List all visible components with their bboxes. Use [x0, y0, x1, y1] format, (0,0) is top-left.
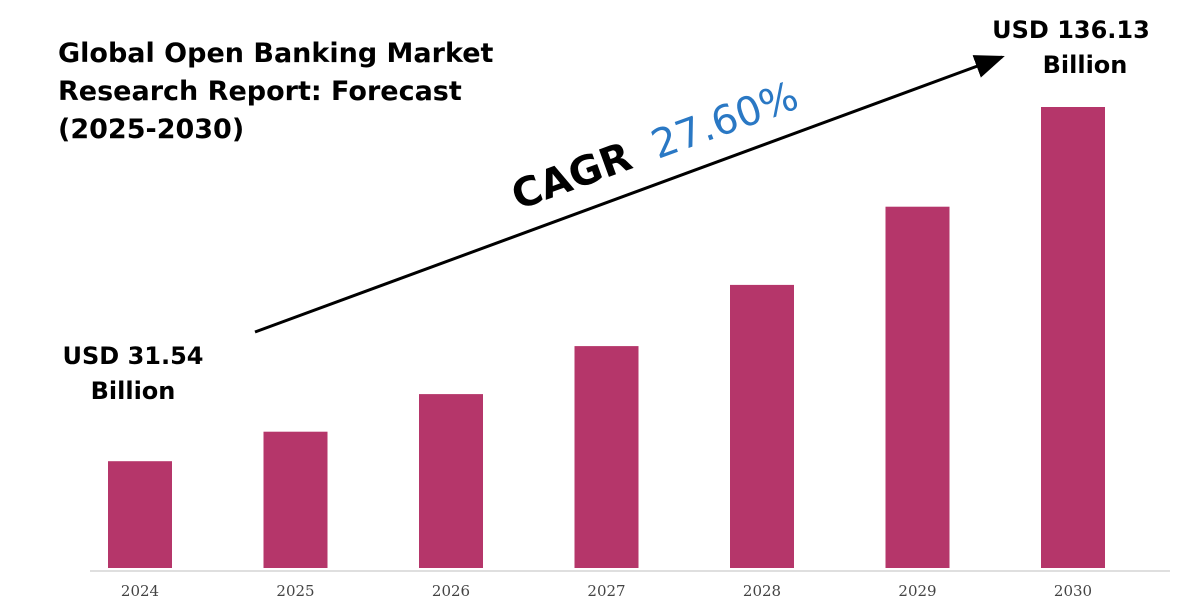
- first-value-label: USD 31.54 Billion: [63, 342, 204, 405]
- chart-title-line-2: Research Report: Forecast: [58, 76, 462, 107]
- last-value-label: USD 136.13 Billion: [992, 16, 1150, 79]
- first-value-label-line-2: Billion: [91, 377, 176, 405]
- x-tick-labels: 2024 2025 2026 2027 2028 2029 2030: [121, 582, 1092, 600]
- x-tick-2027: 2027: [587, 582, 625, 600]
- x-tick-2026: 2026: [432, 582, 470, 600]
- first-value-label-line-1: USD 31.54: [63, 342, 204, 370]
- bar-2030: [1041, 107, 1105, 568]
- x-tick-2024: 2024: [121, 582, 159, 600]
- x-tick-2025: 2025: [276, 582, 314, 600]
- chart-title-line-1: Global Open Banking Market: [58, 38, 494, 69]
- last-value-label-line-1: USD 136.13: [992, 16, 1150, 44]
- chart-title-line-3: (2025-2030): [58, 114, 244, 145]
- cagr-value: 27.60%: [645, 73, 804, 168]
- last-value-label-line-2: Billion: [1043, 51, 1128, 79]
- x-tick-2028: 2028: [743, 582, 781, 600]
- bar-2026: [419, 394, 483, 568]
- bar-2027: [574, 346, 639, 568]
- chart-title: Global Open Banking Market Research Repo…: [58, 38, 494, 145]
- cagr-trend-arrow: [254, 55, 1005, 334]
- bar-2029: [885, 206, 950, 568]
- bars-group: [108, 107, 1105, 568]
- bar-2024: [108, 461, 172, 568]
- x-tick-2029: 2029: [898, 582, 936, 600]
- x-tick-2030: 2030: [1054, 582, 1092, 600]
- bar-2025: [263, 431, 328, 568]
- bar-2028: [730, 284, 794, 568]
- cagr-prefix: CAGR: [506, 134, 638, 220]
